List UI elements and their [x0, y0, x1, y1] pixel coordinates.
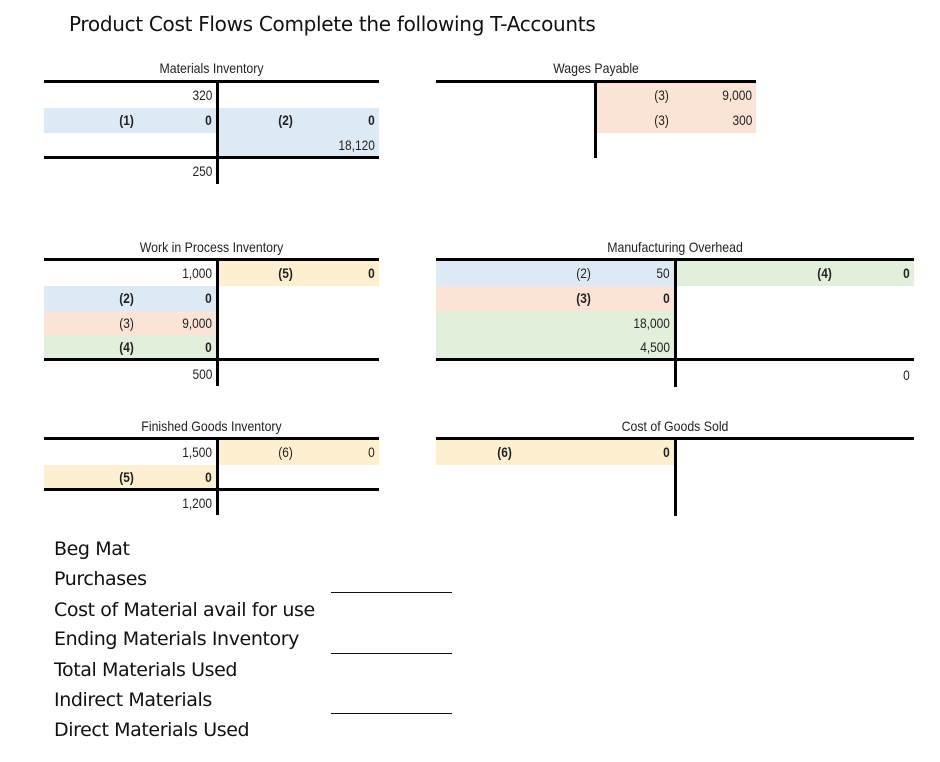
- debit-row: (3) 0: [436, 286, 674, 311]
- account-title: Materials Inventory: [159, 60, 264, 76]
- ref-label: (5): [119, 469, 134, 485]
- schedule-label-ending-materials: Ending Materials Inventory: [54, 628, 300, 650]
- amount: 0: [903, 367, 910, 383]
- center-rule: [674, 258, 677, 387]
- schedule-label-direct-used: Direct Materials Used: [54, 719, 250, 741]
- account-title: Finished Goods Inventory: [141, 418, 282, 434]
- ending-balance: 0: [677, 363, 914, 388]
- balance-rule: [436, 358, 914, 361]
- debit-row: 18,000: [436, 311, 674, 336]
- amount: 500: [192, 366, 212, 382]
- schedule-answer-line: [331, 592, 452, 593]
- top-rule: [44, 80, 379, 83]
- ref-label: (2): [278, 112, 293, 128]
- account-title: Cost of Goods Sold: [621, 418, 729, 434]
- debit-row: 4,500: [436, 335, 674, 360]
- schedule-answer-line: [331, 713, 452, 714]
- credit-row: (4) 0: [677, 261, 914, 286]
- amount: 0: [368, 112, 375, 128]
- ref-label: (3): [576, 290, 591, 306]
- amount: 18,120: [338, 137, 375, 153]
- account-title: Manufacturing Overhead: [607, 239, 743, 255]
- amount: 320: [192, 87, 212, 103]
- credit-row: 18,120: [219, 133, 379, 158]
- amount: 0: [205, 290, 212, 306]
- ref-label: (4): [817, 265, 832, 281]
- ref-label: (5): [278, 265, 293, 281]
- amount: 1,000: [182, 265, 212, 281]
- schedule-answer-line: [331, 653, 452, 654]
- debit-row: 1,500: [44, 440, 216, 465]
- ref-label: (2): [576, 265, 591, 281]
- account-title: Work in Process Inventory: [139, 239, 284, 255]
- amount: 0: [205, 469, 212, 485]
- amount: 0: [663, 444, 670, 460]
- top-rule: [44, 437, 379, 440]
- page-title: Product Cost Flows Complete the followin…: [69, 12, 596, 36]
- top-rule: [44, 258, 379, 261]
- amount: 1,500: [182, 444, 212, 460]
- debit-row: (6) 0: [436, 440, 674, 465]
- credit-row: (3) 300: [597, 108, 756, 133]
- credit-row: (2) 0: [219, 108, 379, 133]
- ref-label: (3): [654, 87, 669, 103]
- ref-label: (6): [497, 444, 512, 460]
- center-rule: [594, 80, 597, 158]
- debit-row: 1,000: [44, 261, 216, 286]
- debit-row: (5) 0: [44, 465, 216, 490]
- ref-label: (6): [278, 444, 293, 460]
- amount: 9,000: [182, 315, 212, 331]
- amount: 0: [205, 112, 212, 128]
- ref-label: (4): [119, 339, 134, 355]
- schedule-label-indirect: Indirect Materials: [54, 689, 212, 711]
- debit-row: (1) 0: [44, 108, 216, 133]
- center-rule: [216, 437, 219, 515]
- schedule-label-total-used: Total Materials Used: [54, 659, 238, 681]
- schedule-label-beg-mat: Beg Mat: [54, 538, 130, 560]
- credit-row: (5) 0: [219, 261, 379, 286]
- amount: 4,500: [640, 339, 670, 355]
- amount: 18,000: [633, 315, 670, 331]
- schedule-label-purchases: Purchases: [54, 568, 147, 590]
- balance-rule: [44, 358, 379, 361]
- credit-row: (6) 0: [219, 440, 379, 465]
- debit-row: (3) 9,000: [44, 311, 216, 336]
- account-title: Wages Payable: [553, 60, 639, 76]
- debit-row: (4) 0: [44, 335, 216, 360]
- ref-label: (1): [119, 112, 134, 128]
- center-rule: [216, 80, 219, 184]
- ending-balance: 500: [44, 362, 216, 387]
- center-rule: [216, 258, 219, 386]
- amount: 0: [368, 444, 375, 460]
- debit-row: 320: [44, 83, 216, 108]
- ref-label: (3): [654, 112, 669, 128]
- ending-balance: 1,200: [44, 491, 216, 516]
- amount: 50: [656, 265, 670, 281]
- center-rule: [674, 437, 677, 516]
- amount: 0: [663, 290, 670, 306]
- balance-rule: [44, 488, 379, 491]
- credit-row: (3) 9,000: [597, 83, 756, 108]
- debit-row: (2) 50: [436, 261, 674, 286]
- ref-label: (2): [119, 290, 134, 306]
- amount: 0: [205, 339, 212, 355]
- ending-balance: 250: [44, 159, 216, 184]
- amount: 250: [192, 163, 212, 179]
- amount: 1,200: [182, 495, 212, 511]
- schedule-label-cost-available: Cost of Material avail for use: [54, 599, 315, 621]
- amount: 9,000: [722, 87, 752, 103]
- balance-rule: [44, 156, 379, 159]
- ref-label: (3): [119, 315, 134, 331]
- debit-row: (2) 0: [44, 286, 216, 311]
- amount: 0: [368, 265, 375, 281]
- amount: 0: [903, 265, 910, 281]
- amount: 300: [732, 112, 752, 128]
